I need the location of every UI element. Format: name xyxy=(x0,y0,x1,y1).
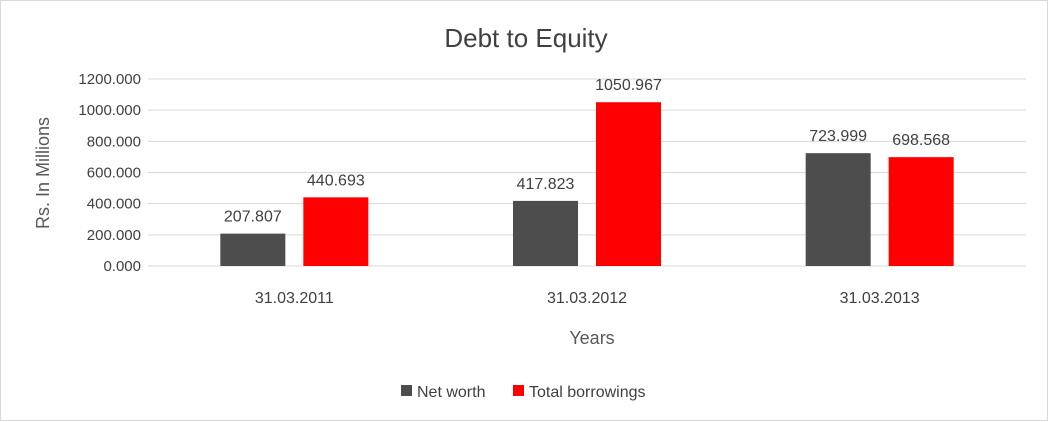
y-tick-label: 800.000 xyxy=(87,133,141,150)
y-tick-label: 0.000 xyxy=(103,258,141,275)
y-tick-label: 200.000 xyxy=(87,227,141,244)
x-tick-labels: 31.03.2011 31.03.2012 31.03.2013 xyxy=(255,290,920,307)
data-labels: 207.807 440.693 417.823 1050.967 723.999 698.… xyxy=(224,77,950,225)
data-label: 440.693 xyxy=(307,172,365,189)
y-tick-labels: 0.000 200.000 400.000 600.000 800.000 1000.00… xyxy=(78,71,141,275)
bar-total-borrowings xyxy=(303,197,369,266)
bar-net-worth xyxy=(805,153,871,266)
legend-swatch xyxy=(513,385,524,396)
y-tick-label: 1200.000 xyxy=(78,71,141,88)
legend-swatch xyxy=(401,385,412,396)
bar-total-borrowings xyxy=(888,157,954,266)
x-tick-label: 31.03.2012 xyxy=(547,290,627,307)
y-tick-label: 1000.000 xyxy=(78,102,141,119)
legend: Net worth Total borrowings xyxy=(401,384,646,401)
legend-label: Total borrowings xyxy=(529,384,646,401)
bar-net-worth xyxy=(513,200,578,266)
y-tick-label: 400.000 xyxy=(87,196,141,213)
gridlines xyxy=(148,78,1026,267)
y-tick-label: 600.000 xyxy=(87,165,141,182)
x-tick-label: 31.03.2011 xyxy=(255,290,334,307)
bars xyxy=(220,102,954,267)
x-tick-label: 31.03.2013 xyxy=(840,290,920,307)
data-label: 1050.967 xyxy=(595,77,662,94)
bar-net-worth xyxy=(220,233,286,266)
data-label: 417.823 xyxy=(517,176,575,193)
x-axis-label: Years xyxy=(569,328,614,348)
data-label: 698.568 xyxy=(892,132,950,149)
data-label: 207.807 xyxy=(224,209,282,226)
legend-label: Net worth xyxy=(417,384,485,401)
y-axis-label: Rs. In Millions xyxy=(33,117,53,229)
data-label: 723.999 xyxy=(809,128,867,145)
chart-title: Debt to Equity xyxy=(444,23,607,53)
bar-total-borrowings xyxy=(596,102,661,267)
